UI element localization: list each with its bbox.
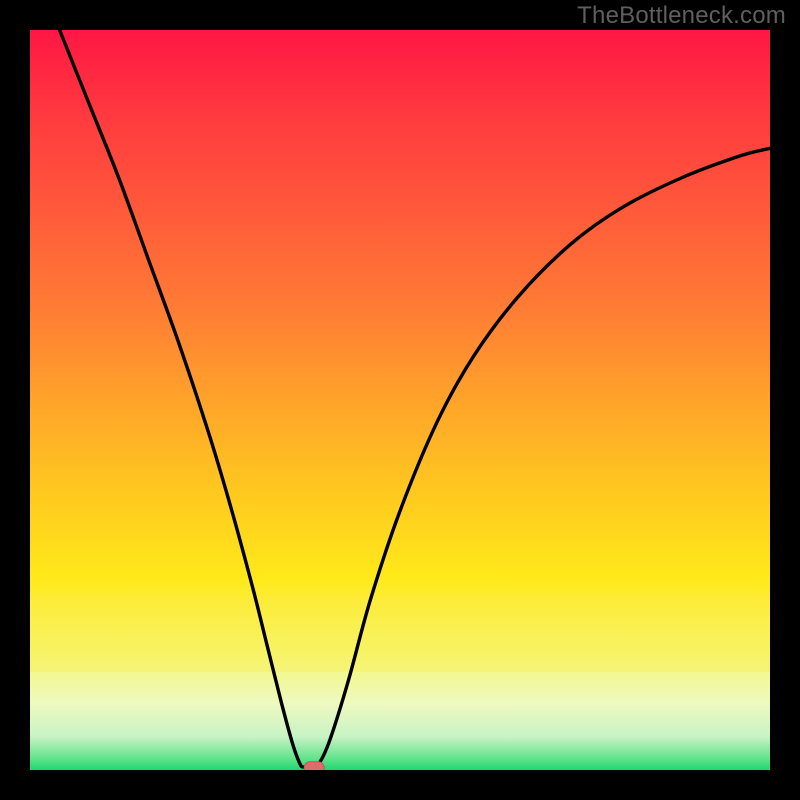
watermark-text: TheBottleneck.com (577, 2, 786, 30)
highlight-band (30, 596, 770, 672)
border-bottom (0, 770, 800, 800)
border-left (0, 0, 30, 800)
border-right (770, 0, 800, 800)
chart-stage: TheBottleneck.com (0, 0, 800, 800)
chart-svg (0, 0, 800, 800)
